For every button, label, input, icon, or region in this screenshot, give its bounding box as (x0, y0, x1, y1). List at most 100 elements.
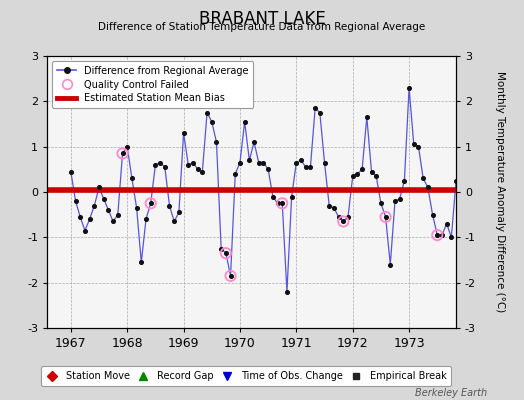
Point (274, 200, 282, 206)
Point (259, 159, 268, 166)
Point (461, 157, 470, 164)
Point (283, 288, 291, 295)
Point (226, 273, 235, 279)
Point (137, 259, 146, 266)
Point (315, 110, 324, 116)
Point (67, 168, 75, 175)
Point (250, 139, 258, 145)
Point (471, 157, 479, 164)
Point (76, 214, 84, 220)
Point (405, 84, 413, 91)
Point (429, 212, 437, 218)
Point (241, 118, 249, 125)
Point (222, 250, 230, 256)
Point (325, 202, 333, 209)
Point (156, 159, 165, 166)
Point (438, 232, 446, 238)
Point (334, 214, 343, 220)
Point (292, 159, 301, 166)
Point (269, 193, 277, 200)
Point (306, 164, 314, 170)
Point (174, 209, 183, 216)
Y-axis label: Monthly Temperature Anomaly Difference (°C): Monthly Temperature Anomaly Difference (… (496, 71, 506, 313)
Point (396, 196, 404, 202)
Point (353, 171, 362, 177)
Point (179, 130, 188, 136)
Point (433, 232, 441, 238)
Text: Berkeley Earth: Berkeley Earth (415, 388, 487, 398)
Point (367, 168, 376, 175)
Point (288, 193, 296, 200)
Point (170, 218, 178, 225)
Point (193, 166, 202, 172)
Point (81, 227, 89, 234)
Point (255, 159, 263, 166)
Text: BRABANT LAKE: BRABANT LAKE (199, 10, 325, 28)
Point (142, 216, 150, 222)
Point (301, 164, 310, 170)
Point (189, 159, 197, 166)
Legend: Station Move, Record Gap, Time of Obs. Change, Empirical Break: Station Move, Record Gap, Time of Obs. C… (41, 366, 451, 386)
Point (330, 205, 338, 211)
Point (118, 150, 127, 157)
Point (231, 171, 239, 177)
Point (95, 184, 103, 191)
Point (147, 200, 155, 206)
Legend: Difference from Regional Average, Quality Control Failed, Estimated Station Mean: Difference from Regional Average, Qualit… (52, 61, 254, 108)
Point (377, 200, 385, 206)
Point (339, 218, 347, 225)
Point (198, 168, 206, 175)
Point (118, 150, 127, 157)
Point (386, 261, 395, 268)
Point (236, 159, 244, 166)
Point (203, 110, 211, 116)
Point (90, 202, 99, 209)
Point (245, 157, 254, 164)
Point (433, 232, 441, 238)
Point (442, 220, 451, 227)
Point (466, 157, 474, 164)
Point (128, 175, 136, 182)
Point (264, 166, 272, 172)
Point (104, 207, 113, 213)
Point (226, 273, 235, 279)
Point (475, 155, 484, 161)
Point (320, 159, 329, 166)
Point (414, 144, 423, 150)
Point (456, 291, 465, 297)
Point (297, 157, 305, 164)
Point (208, 118, 216, 125)
Point (278, 200, 287, 206)
Point (372, 173, 380, 179)
Point (71, 198, 80, 204)
Point (424, 184, 432, 191)
Point (100, 196, 108, 202)
Point (217, 246, 225, 252)
Point (151, 162, 160, 168)
Point (85, 216, 94, 222)
Point (278, 200, 287, 206)
Point (147, 200, 155, 206)
Point (109, 218, 117, 225)
Text: Difference of Station Temperature Data from Regional Average: Difference of Station Temperature Data f… (99, 22, 425, 32)
Point (419, 175, 428, 182)
Point (114, 212, 122, 218)
Point (160, 164, 169, 170)
Point (311, 105, 319, 111)
Point (391, 198, 399, 204)
Point (165, 202, 173, 209)
Point (452, 178, 460, 184)
Point (348, 173, 357, 179)
Point (184, 162, 192, 168)
Point (123, 144, 132, 150)
Point (410, 141, 418, 148)
Point (447, 234, 455, 240)
Point (381, 214, 390, 220)
Point (212, 139, 221, 145)
Point (133, 205, 141, 211)
Point (400, 178, 409, 184)
Point (363, 114, 371, 120)
Point (222, 250, 230, 256)
Point (381, 214, 390, 220)
Point (339, 218, 347, 225)
